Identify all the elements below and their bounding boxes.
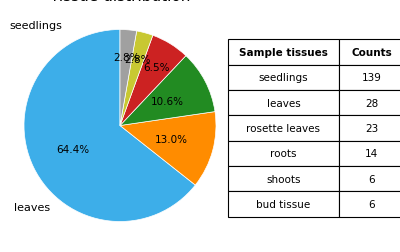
Bar (339, 116, 400, 141)
Wedge shape (120, 112, 216, 185)
Text: 6: 6 (368, 199, 375, 209)
Bar (228, 116, 339, 141)
Bar (339, 141, 400, 166)
Wedge shape (120, 36, 186, 126)
Wedge shape (120, 56, 215, 126)
Text: 139: 139 (362, 73, 381, 83)
Text: 6.5%: 6.5% (143, 62, 170, 72)
Text: 10.6%: 10.6% (150, 97, 183, 107)
Bar (339, 192, 400, 217)
Text: 23: 23 (365, 123, 378, 134)
Text: seedlings: seedlings (10, 21, 62, 30)
Text: 13.0%: 13.0% (154, 135, 188, 145)
Text: 6: 6 (368, 174, 375, 184)
Wedge shape (120, 30, 137, 126)
Text: bud tissue: bud tissue (250, 75, 307, 85)
Text: 64.4%: 64.4% (56, 144, 89, 154)
Text: 14: 14 (365, 149, 378, 159)
Text: leaves: leaves (266, 98, 300, 108)
Text: roots: roots (270, 149, 297, 159)
Bar (339, 166, 400, 192)
Text: roots: roots (250, 164, 278, 174)
Bar (228, 192, 339, 217)
Text: leaves: leaves (14, 202, 50, 212)
Wedge shape (120, 32, 153, 126)
Wedge shape (24, 30, 195, 222)
Text: 2.8%: 2.8% (125, 54, 151, 65)
Text: shoots: shoots (266, 174, 301, 184)
Bar (228, 166, 339, 192)
Bar (339, 40, 400, 66)
Bar (228, 141, 339, 166)
Text: bud tissue: bud tissue (256, 199, 310, 209)
Text: seedlings: seedlings (259, 73, 308, 83)
Bar (228, 91, 339, 116)
Text: Sample tissues: Sample tissues (239, 48, 328, 58)
Bar (339, 91, 400, 116)
Text: Counts: Counts (351, 48, 392, 58)
Text: rosette leaves: rosette leaves (246, 123, 320, 134)
Text: 2.8%: 2.8% (113, 52, 139, 62)
Text: 28: 28 (365, 98, 378, 108)
Text: shoots: shoots (250, 110, 286, 119)
Bar (228, 66, 339, 91)
Title: Tissue distribution: Tissue distribution (50, 0, 190, 4)
Bar (339, 66, 400, 91)
Bar (228, 40, 339, 66)
